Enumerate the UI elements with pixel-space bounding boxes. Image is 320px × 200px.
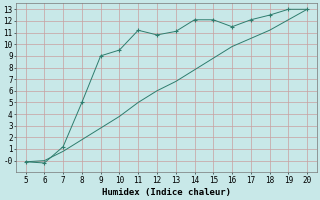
X-axis label: Humidex (Indice chaleur): Humidex (Indice chaleur) (102, 188, 231, 197)
